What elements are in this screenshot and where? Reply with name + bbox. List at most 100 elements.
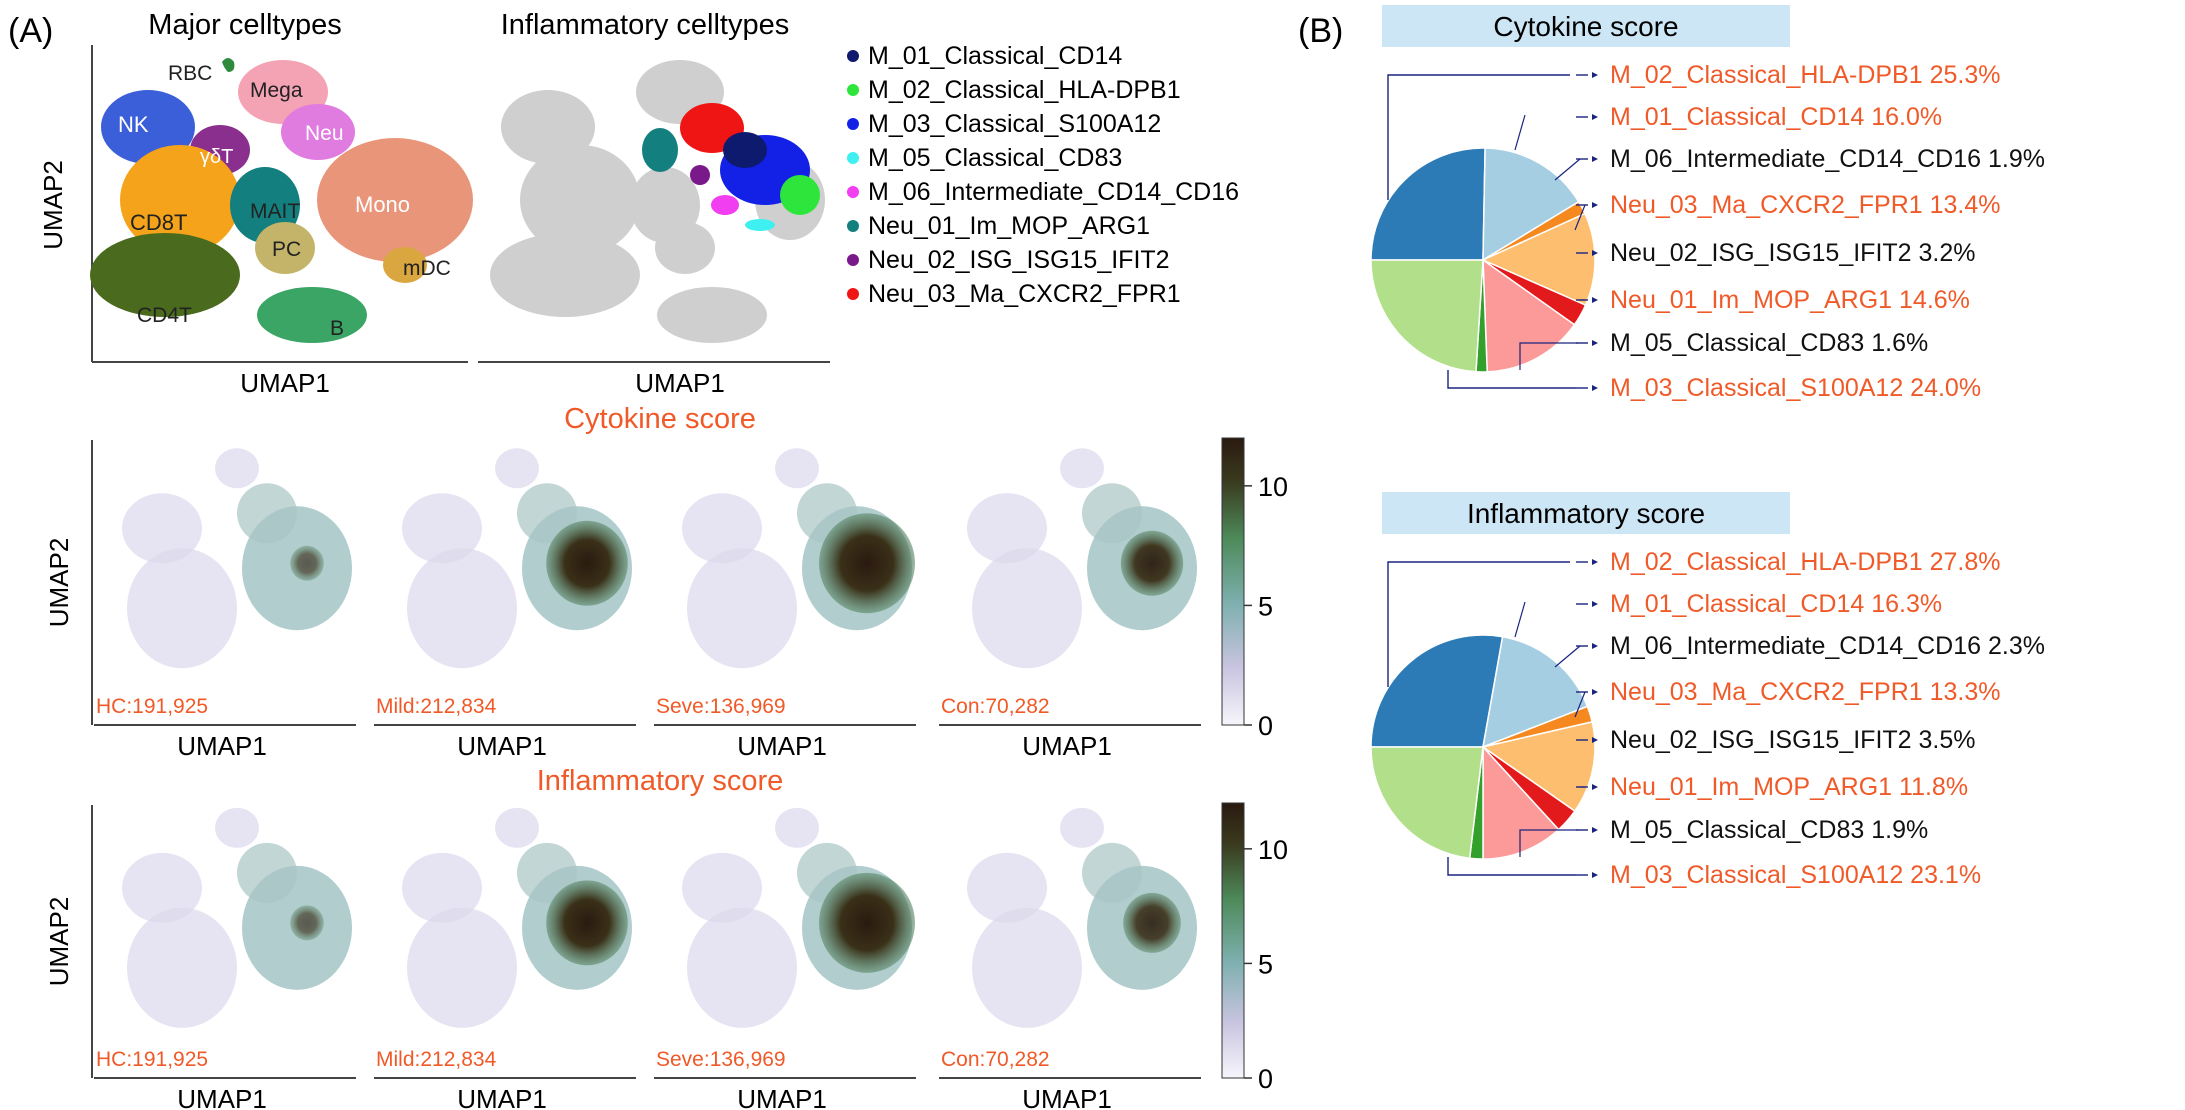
- pie-slice-label: Neu_02_ISG_ISG15_IFIT2 3.5%: [1610, 726, 1976, 754]
- legend-marker: [847, 220, 859, 232]
- arrow-head: [1592, 643, 1598, 649]
- score-row-ylabel: UMAP2: [44, 538, 74, 628]
- umap-xlabel: UMAP1: [737, 1084, 827, 1110]
- pie-slice: [1482, 745, 1560, 860]
- legend-label: M_02_Classical_HLA-DPB1: [868, 76, 1181, 104]
- mono-cells: [1082, 483, 1142, 544]
- leader-line: [1554, 645, 1581, 668]
- sample-count-label: Con:70,282: [941, 1048, 1050, 1071]
- background-cells: [490, 60, 825, 343]
- cluster-label: CD8T: [130, 210, 187, 235]
- background-cells: [687, 548, 797, 669]
- cluster-label: γδT: [200, 146, 233, 168]
- colorbar: [1221, 802, 1245, 1079]
- score-umap-panel: Con:70,282 UMAP1: [939, 448, 1201, 761]
- legend-marker: [847, 118, 859, 130]
- leader-line: [1519, 342, 1578, 370]
- pie-slice: [1481, 720, 1596, 813]
- leader-line: [1514, 601, 1526, 638]
- mono-cells: [237, 483, 297, 544]
- arrow-head: [1592, 385, 1598, 391]
- score-umap-panel: Seve:136,969 UMAP1: [654, 807, 916, 1110]
- pie-slice-label: M_06_Intermediate_CD14_CD16 1.9%: [1610, 145, 2045, 173]
- arrow-head: [1592, 156, 1598, 162]
- background-cells: [495, 807, 539, 848]
- cluster-label: NK: [118, 112, 149, 137]
- umap-xlabel: UMAP1: [1022, 731, 1112, 761]
- cluster-label: Neu: [305, 122, 344, 145]
- umap-major-xlabel: UMAP1: [240, 368, 330, 398]
- arrow-head: [1592, 297, 1598, 303]
- legend-marker: [847, 152, 859, 164]
- legend-marker: [847, 254, 859, 266]
- pie-slice-label: Neu_03_Ma_CXCR2_FPR1 13.3%: [1610, 678, 2001, 706]
- pie-slice-label: Neu_03_Ma_CXCR2_FPR1 13.4%: [1610, 191, 2001, 219]
- high-score-cells: [819, 872, 915, 973]
- umap-inflam-xlabel: UMAP1: [635, 368, 725, 398]
- arrow-head: [1592, 559, 1598, 565]
- sample-count-label: Mild:212,834: [376, 1048, 497, 1071]
- background-cells: [215, 448, 259, 489]
- umap-xlabel: UMAP1: [457, 731, 547, 761]
- pie-slice-label: M_01_Classical_CD14 16.0%: [1610, 103, 1942, 131]
- pie-slice: [1370, 147, 1486, 261]
- cluster-cd8t: [120, 145, 240, 255]
- legend-label: M_06_Intermediate_CD14_CD16: [868, 178, 1239, 206]
- umap-major-ylabel: UMAP2: [38, 160, 68, 250]
- sample-count-label: Mild:212,834: [376, 695, 497, 718]
- mono-cells: [517, 842, 577, 903]
- umap-inflammatory-celltypes: Inflammatory celltypes UMAP1: [478, 9, 830, 398]
- background-cells: [972, 907, 1082, 1028]
- cluster-neu02: [690, 165, 710, 185]
- background-cells: [407, 907, 517, 1028]
- colorbar-tick-label: 5: [1258, 591, 1273, 621]
- score-row-title: Inflammatory score: [537, 765, 784, 797]
- cluster-label: mDC: [403, 257, 451, 280]
- score-umap-panel: Mild:212,834 UMAP1: [374, 448, 636, 761]
- background-cells: [967, 493, 1047, 564]
- colorbar-tick-label: 10: [1258, 835, 1288, 865]
- mono-cells: [237, 842, 297, 903]
- umap-xlabel: UMAP1: [1022, 1084, 1112, 1110]
- score-umap-panel: HC:191,925 UMAP1: [94, 807, 356, 1110]
- leader-line: [1574, 691, 1586, 718]
- high-score-cells: [1120, 530, 1184, 596]
- cluster-nk: [101, 90, 195, 164]
- background-cells: [1060, 448, 1104, 489]
- background-cells: [687, 907, 797, 1028]
- umap-xlabel: UMAP1: [457, 1084, 547, 1110]
- background-cells: [127, 548, 237, 669]
- pie-slice-label: M_05_Classical_CD83 1.9%: [1610, 816, 1928, 844]
- cluster-neu01: [642, 128, 678, 172]
- arrow-head: [1592, 72, 1598, 78]
- cluster-label: B: [330, 317, 344, 340]
- score-umap-panel: HC:191,925 UMAP1: [94, 448, 356, 761]
- legend-marker: [847, 186, 859, 198]
- high-score-cells: [1123, 892, 1181, 953]
- cluster-m01: [723, 132, 767, 168]
- umap-inflam-title: Inflammatory celltypes: [501, 9, 790, 41]
- background-cells: [682, 493, 762, 564]
- umap-xlabel: UMAP1: [177, 731, 267, 761]
- background-cells: [127, 907, 237, 1028]
- sample-count-label: Seve:136,969: [656, 695, 786, 718]
- leader-line: [1554, 158, 1581, 181]
- pie-slice: [1370, 746, 1484, 860]
- sample-count-label: HC:191,925: [96, 695, 208, 718]
- cluster-label: MAIT: [250, 200, 300, 223]
- pie-slice-label: M_05_Classical_CD83 1.6%: [1610, 329, 1928, 357]
- pie-panels: Cytokine score M_02_Classical_HLA-DPB1 25…: [1370, 5, 2045, 889]
- legend-marker: [847, 50, 859, 62]
- sample-count-label: Seve:136,969: [656, 1048, 786, 1071]
- score-umap-panel: Mild:212,834 UMAP1: [374, 807, 636, 1110]
- background-cells: [402, 852, 482, 923]
- pie-slice: [1482, 147, 1580, 262]
- cluster-m05: [745, 219, 775, 231]
- mono-cells: [1082, 842, 1142, 903]
- umap-xlabel: UMAP1: [737, 731, 827, 761]
- background-cells: [967, 852, 1047, 923]
- high-score-cells: [819, 513, 915, 614]
- colorbar-tick-label: 0: [1258, 711, 1273, 741]
- pie-slice: [1370, 259, 1484, 373]
- leader-line: [1574, 204, 1586, 231]
